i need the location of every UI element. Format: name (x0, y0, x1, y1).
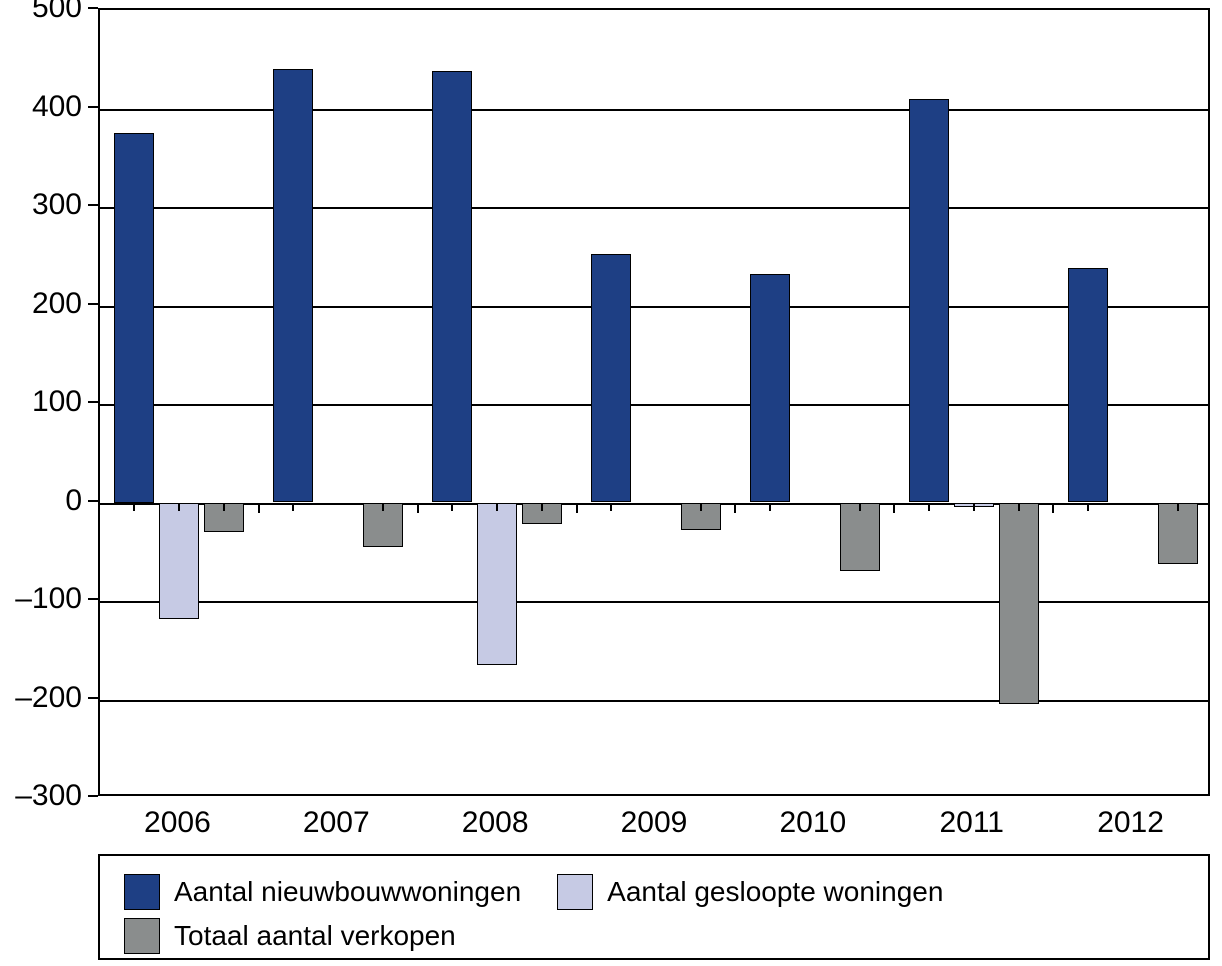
y-tick-label: 0 (0, 484, 82, 518)
gridline (100, 700, 1208, 702)
x-tick-label: 2008 (462, 806, 529, 840)
bar (1068, 268, 1108, 502)
legend-item: Aantal nieuwbouwwoningen (124, 874, 521, 910)
legend-item: Totaal aantal verkopen (124, 918, 456, 954)
x-tick-mark (417, 503, 419, 513)
x-tick-mark (734, 503, 736, 513)
y-tick-mark (88, 401, 98, 403)
x-minor-tick (1177, 503, 1179, 511)
x-minor-tick (178, 503, 180, 511)
bar (591, 254, 631, 502)
x-tick-label: 2010 (779, 806, 846, 840)
x-tick-label: 2011 (939, 806, 1004, 840)
bar (909, 99, 949, 503)
gridline (100, 601, 1208, 603)
gridline (100, 109, 1208, 111)
x-tick-label: 2012 (1097, 806, 1164, 840)
bar (273, 69, 313, 502)
x-tick-mark (1052, 503, 1054, 513)
x-minor-tick (928, 503, 930, 511)
x-minor-tick (973, 503, 975, 511)
y-tick-label: –200 (0, 681, 82, 715)
bar (477, 503, 517, 666)
x-minor-tick (133, 503, 135, 511)
y-tick-mark (88, 697, 98, 699)
x-minor-tick (859, 503, 861, 511)
x-minor-tick (382, 503, 384, 511)
y-tick-label: –300 (0, 779, 82, 813)
y-tick-label: 400 (0, 90, 82, 124)
legend-swatch (124, 918, 160, 954)
baseline (100, 503, 1208, 505)
x-minor-tick (769, 503, 771, 511)
y-tick-label: 200 (0, 287, 82, 321)
x-tick-mark (258, 503, 260, 513)
bar (114, 133, 154, 502)
x-tick-mark (893, 503, 895, 513)
x-tick-mark (576, 503, 578, 513)
legend-label: Aantal gesloopte woningen (607, 876, 943, 908)
legend-label: Aantal nieuwbouwwoningen (174, 876, 521, 908)
legend: Aantal nieuwbouwwoningen Aantal gesloopte… (98, 854, 1210, 960)
y-tick-label: –100 (0, 582, 82, 616)
y-tick-mark (88, 303, 98, 305)
y-tick-mark (88, 500, 98, 502)
x-minor-tick (700, 503, 702, 511)
x-minor-tick (1087, 503, 1089, 511)
legend-label: Totaal aantal verkopen (174, 920, 456, 952)
y-tick-label: 300 (0, 188, 82, 222)
y-tick-mark (88, 795, 98, 797)
x-minor-tick (292, 503, 294, 511)
x-minor-tick (223, 503, 225, 511)
gridline (100, 404, 1208, 406)
bar (840, 503, 880, 572)
housing-chart: Aantal nieuwbouwwoningen Aantal gesloopte… (0, 0, 1222, 966)
bar (159, 503, 199, 619)
x-minor-tick (451, 503, 453, 511)
y-tick-label: 500 (0, 0, 82, 25)
plot-area (98, 8, 1210, 796)
x-tick-label: 2009 (621, 806, 688, 840)
x-tick-label: 2006 (144, 806, 211, 840)
y-tick-mark (88, 7, 98, 9)
y-tick-label: 100 (0, 385, 82, 419)
gridline (100, 306, 1208, 308)
legend-swatch (557, 874, 593, 910)
legend-item: Aantal gesloopte woningen (557, 874, 943, 910)
gridline (100, 207, 1208, 209)
y-tick-mark (88, 598, 98, 600)
bar (750, 274, 790, 503)
bar (1158, 503, 1198, 564)
x-minor-tick (496, 503, 498, 511)
x-tick-label: 2007 (303, 806, 370, 840)
legend-swatch (124, 874, 160, 910)
bar (999, 503, 1039, 705)
x-minor-tick (1018, 503, 1020, 511)
y-tick-mark (88, 106, 98, 108)
x-minor-tick (541, 503, 543, 511)
x-minor-tick (610, 503, 612, 511)
bar (432, 71, 472, 502)
y-tick-mark (88, 204, 98, 206)
